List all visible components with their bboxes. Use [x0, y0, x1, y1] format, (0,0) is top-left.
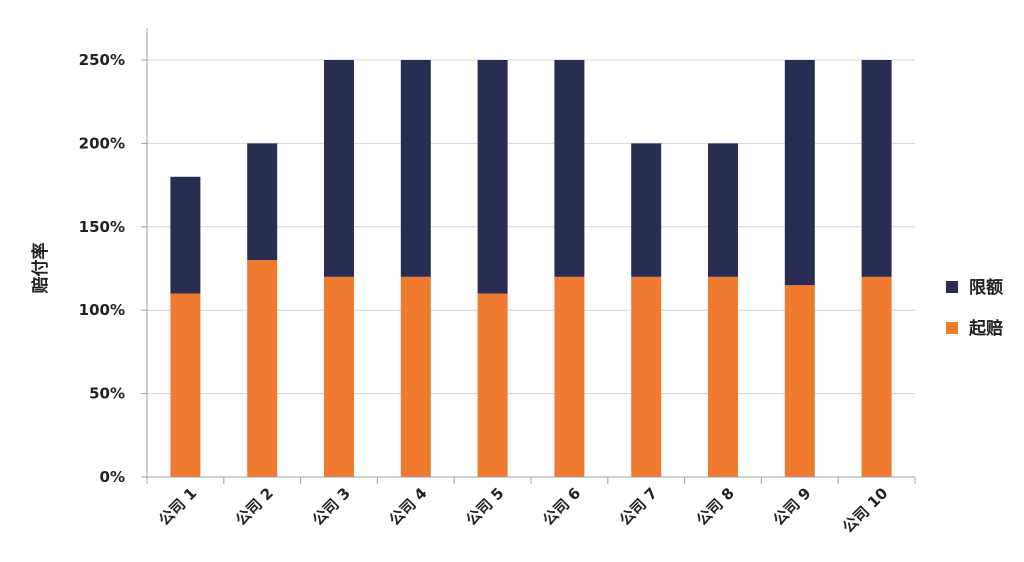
x-tick-label: 公司 1: [155, 484, 200, 529]
y-tick-label: 250%: [79, 51, 125, 69]
bar-xiane-9: [784, 60, 815, 286]
bar-xiane-7: [631, 143, 662, 277]
x-tick-label: 公司 10: [839, 484, 891, 536]
bar-qipei-6: [554, 276, 585, 477]
bar-xiane-2: [247, 143, 278, 261]
bar-xiane-10: [861, 60, 892, 277]
bar-qipei-3: [324, 276, 354, 477]
x-tick-label: 公司 9: [770, 484, 815, 529]
x-tick-label: 公司 8: [693, 484, 738, 529]
y-tick-label: 0%: [100, 468, 125, 486]
bar-qipei-4: [400, 276, 431, 477]
x-tick-label: 公司 4: [386, 484, 431, 529]
y-tick-label: 200%: [79, 134, 125, 152]
y-tick-label: 50%: [89, 385, 125, 403]
y-axis-ticks: 0% 50% 100% 150% 200% 250%: [79, 51, 147, 486]
x-tick-label: 公司 7: [616, 484, 661, 529]
x-tick-label: 公司 6: [539, 484, 584, 529]
bar-qipei-8: [708, 276, 738, 477]
bar-xiane-3: [324, 60, 354, 277]
bar-qipei-7: [631, 276, 662, 477]
y-tick-label: 100%: [79, 301, 125, 319]
bar-qipei-1: [170, 293, 201, 477]
legend-label: 限额: [969, 277, 1003, 298]
y-tick-label: 150%: [79, 218, 125, 236]
bar-xiane-8: [708, 143, 738, 277]
bars: [170, 60, 892, 477]
y-axis-label: 赔付率: [30, 243, 51, 294]
bar-qipei-5: [477, 293, 508, 477]
legend-swatch: [946, 322, 958, 334]
x-tick-label: 公司 3: [309, 484, 354, 529]
x-tick-label: 公司 2: [232, 484, 277, 529]
bar-qipei-10: [861, 276, 892, 477]
legend-label: 起赔: [968, 318, 1003, 339]
x-axis-ticks: 公司 1 公司 2 公司 3 公司 4 公司 5 公司 6 公司 7 公司 8 公司 9 公司 1…: [146, 477, 916, 537]
bar-xiane-5: [477, 60, 508, 294]
bar-qipei-2: [247, 260, 278, 477]
bar-qipei-9: [784, 285, 815, 477]
bar-xiane-1: [170, 176, 201, 294]
x-tick-label: 公司 5: [462, 484, 507, 529]
bar-xiane-4: [400, 60, 431, 277]
bar-xiane-6: [554, 60, 585, 277]
legend-swatch: [946, 281, 958, 293]
